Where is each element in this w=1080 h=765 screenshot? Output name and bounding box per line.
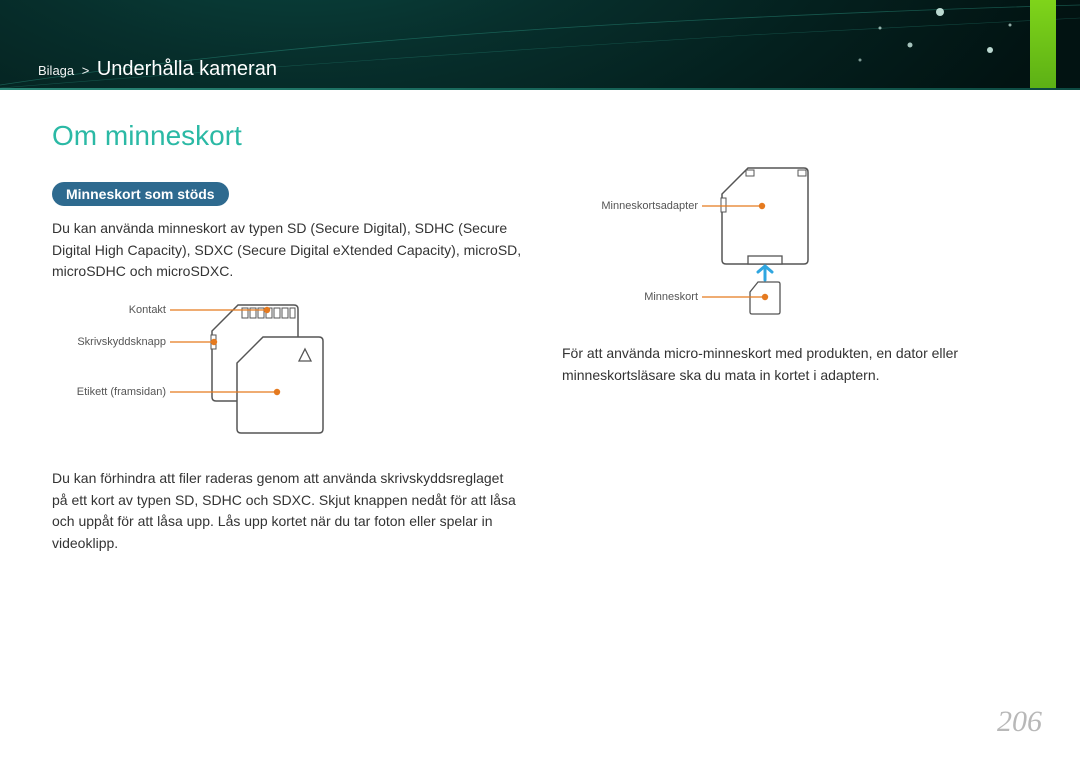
left-column: Minneskort som stöds Du kan använda minn… [52, 182, 522, 569]
page-header: Bilaga > Underhålla kameran [0, 0, 1080, 90]
page-number: 206 [997, 705, 1042, 739]
breadcrumb: Bilaga > Underhålla kameran [38, 58, 277, 81]
subheading-pill: Minneskort som stöds [52, 182, 229, 206]
adapter-diagram: Minneskortsadapter Minneskort [562, 162, 1032, 327]
left-para-2: Du kan förhindra att filer raderas genom… [52, 468, 522, 555]
header-accent-bar [1030, 0, 1056, 90]
diagram-label-kontakt: Kontakt [129, 304, 166, 316]
header-divider [0, 88, 1080, 90]
left-para-1: Du kan använda minneskort av typen SD (S… [52, 218, 522, 283]
diagram-label-skrivskydd: Skrivskyddsknapp [77, 336, 166, 348]
diagram-label-adapter: Minneskortsadapter [601, 200, 698, 212]
right-para-1: För att använda micro-minneskort med pro… [562, 343, 1032, 386]
sd-card-diagram: Kontakt Skrivskyddsknapp Etikett (framsi… [52, 297, 522, 452]
page-content: Om minneskort Minneskort som stöds Du ka… [52, 120, 1032, 569]
diagram-label-etikett: Etikett (framsidan) [77, 386, 166, 398]
breadcrumb-separator: > [82, 63, 90, 78]
section-title: Om minneskort [52, 120, 1032, 152]
right-column: Minneskortsadapter Minneskort För att an… [562, 182, 1032, 569]
breadcrumb-current: Underhålla kameran [97, 58, 277, 80]
insert-arrow-icon [758, 266, 772, 280]
breadcrumb-parent: Bilaga [38, 63, 74, 78]
diagram-label-minneskort: Minneskort [644, 291, 698, 303]
